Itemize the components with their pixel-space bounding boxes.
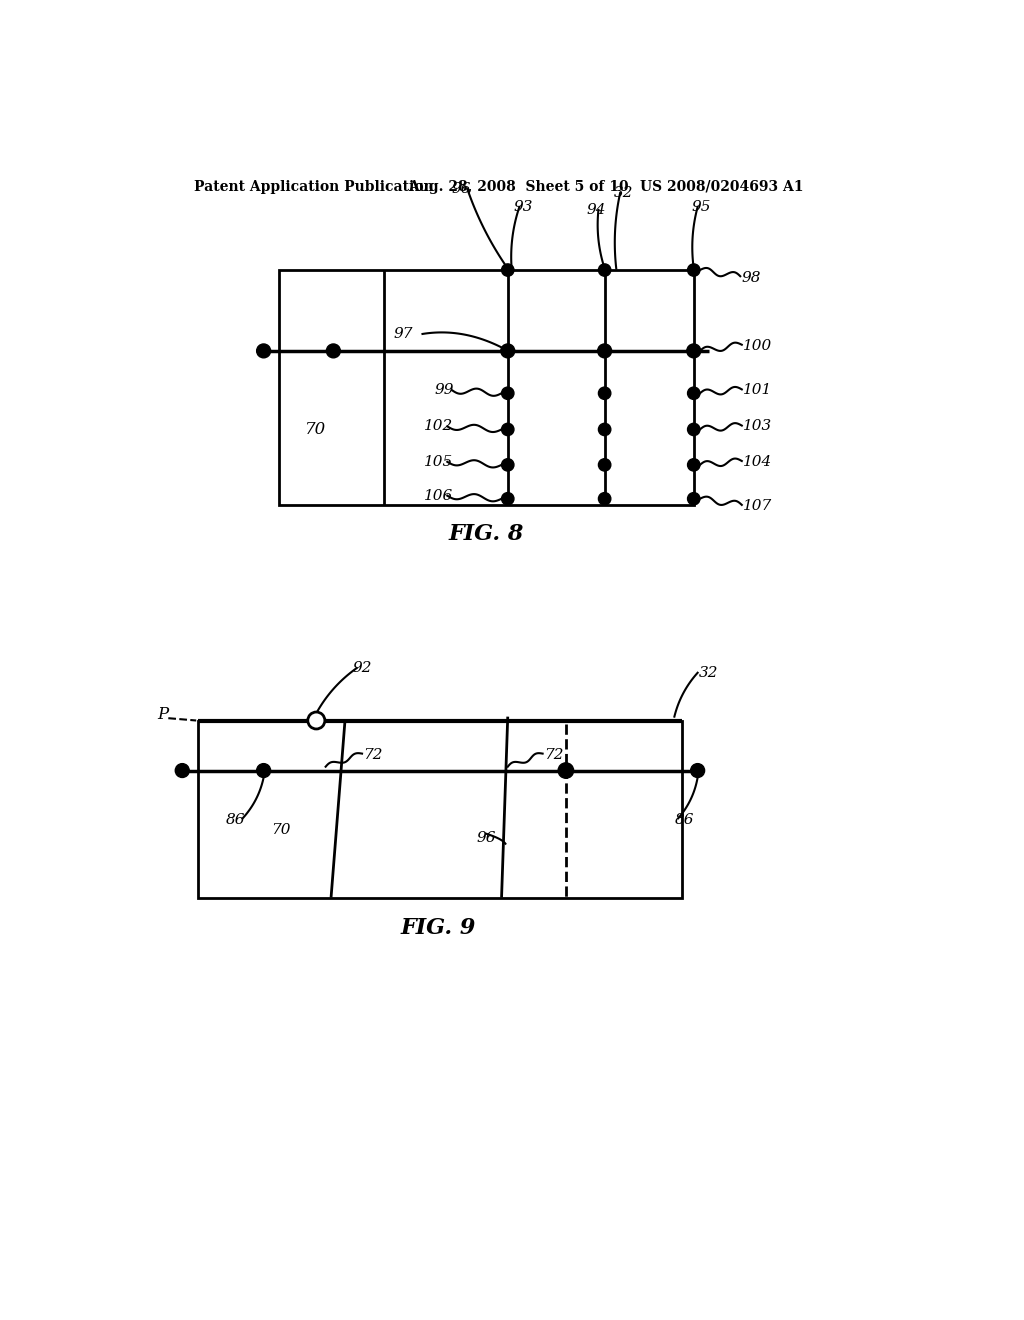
Text: 97: 97: [393, 327, 413, 341]
Circle shape: [598, 387, 611, 400]
Text: 94: 94: [586, 203, 605, 216]
Bar: [198, 721, 682, 898]
Text: 92: 92: [352, 661, 373, 675]
Circle shape: [687, 492, 700, 504]
Circle shape: [502, 387, 514, 400]
Circle shape: [690, 763, 705, 777]
Text: 32: 32: [614, 186, 634, 201]
Text: 98: 98: [741, 271, 761, 285]
Circle shape: [327, 345, 340, 358]
Text: Patent Application Publication: Patent Application Publication: [194, 180, 433, 194]
Text: 96: 96: [452, 182, 471, 197]
Circle shape: [502, 459, 514, 471]
Circle shape: [308, 711, 325, 729]
Circle shape: [687, 459, 700, 471]
Text: 104: 104: [743, 455, 772, 469]
Circle shape: [598, 492, 611, 504]
Circle shape: [257, 345, 270, 358]
Text: Aug. 28, 2008  Sheet 5 of 10: Aug. 28, 2008 Sheet 5 of 10: [409, 180, 629, 194]
Text: 32: 32: [699, 665, 719, 680]
Circle shape: [687, 424, 700, 436]
Text: 93: 93: [513, 199, 532, 214]
Text: P: P: [158, 706, 169, 723]
Circle shape: [598, 424, 611, 436]
Text: 95: 95: [691, 199, 711, 214]
Text: US 2008/0204693 A1: US 2008/0204693 A1: [640, 180, 803, 194]
Text: 102: 102: [424, 420, 454, 433]
Circle shape: [502, 424, 514, 436]
Text: 86: 86: [675, 813, 694, 826]
Text: 70: 70: [271, 822, 291, 837]
Text: 70: 70: [305, 421, 326, 438]
Text: FIG. 9: FIG. 9: [400, 917, 476, 940]
Text: 103: 103: [743, 420, 772, 433]
Text: 105: 105: [424, 455, 454, 469]
Circle shape: [598, 264, 611, 276]
Text: 72: 72: [364, 748, 383, 762]
Circle shape: [501, 345, 515, 358]
Text: 106: 106: [424, 488, 454, 503]
Text: 101: 101: [743, 383, 772, 397]
Circle shape: [502, 264, 514, 276]
Text: 86: 86: [225, 813, 245, 826]
Text: 107: 107: [743, 499, 772, 513]
Text: 72: 72: [544, 748, 563, 762]
Circle shape: [598, 345, 611, 358]
Circle shape: [175, 763, 189, 777]
Text: 99: 99: [434, 383, 454, 397]
Circle shape: [687, 387, 700, 400]
Circle shape: [687, 264, 700, 276]
Circle shape: [598, 459, 611, 471]
Text: FIG. 8: FIG. 8: [449, 523, 523, 545]
Text: 96: 96: [477, 830, 497, 845]
Circle shape: [687, 345, 700, 358]
Bar: [280, 271, 693, 506]
Circle shape: [257, 763, 270, 777]
Circle shape: [558, 763, 573, 779]
Circle shape: [502, 492, 514, 504]
Text: 100: 100: [743, 339, 772, 354]
